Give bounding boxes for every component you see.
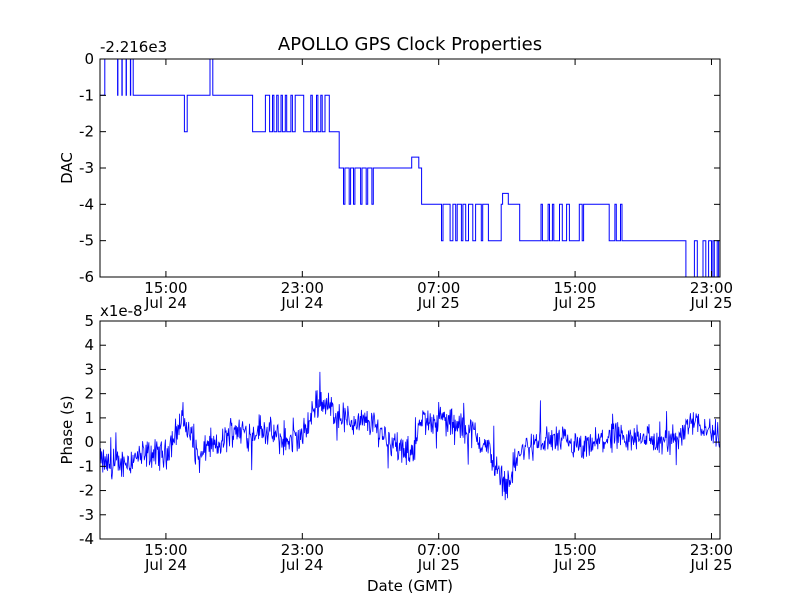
phase-xtick-date: Jul 25 (553, 556, 596, 574)
dac-series-0 (100, 58, 721, 278)
phase-ytick-label: 3 (84, 360, 94, 378)
dac-xtick-time: 15:00 (144, 279, 187, 297)
phase-ytick-label: -4 (79, 530, 94, 548)
phase-xtick-date: Jul 24 (144, 556, 187, 574)
dac-offset-label: -2.216e3 (100, 38, 167, 56)
phase-ytick-label: 1 (84, 409, 94, 427)
phase-ytick-label: -1 (79, 457, 94, 475)
dac-ytick-label: -4 (79, 195, 94, 213)
phase-ytick-label: 5 (84, 312, 94, 330)
dac-ytick-label: 0 (84, 50, 94, 68)
dac-xtick-time: 15:00 (553, 279, 596, 297)
phase-ytick-label: -3 (79, 506, 94, 524)
dac-xtick-time: 07:00 (417, 279, 460, 297)
phase-y-axis-label: Phase (s) (58, 395, 76, 464)
x-axis-label: Date (GMT) (367, 577, 453, 595)
chart-title: APOLLO GPS Clock Properties (278, 34, 542, 55)
dac-ytick-label: -6 (79, 268, 94, 286)
dac-series-line (100, 58, 721, 278)
phase-xtick-time: 07:00 (417, 541, 460, 559)
dac-ytick-label: -1 (79, 86, 94, 104)
phase-ytick-label: -2 (79, 482, 94, 500)
dac-xtick-date: Jul 25 (417, 294, 460, 312)
dac-ytick-label: -2 (79, 123, 94, 141)
phase-xtick-time: 15:00 (553, 541, 596, 559)
dac-xtick-time: 23:00 (281, 279, 324, 297)
dac-xtick-date: Jul 24 (144, 294, 187, 312)
phase-ytick-label: 0 (84, 433, 94, 451)
dac-xtick-date: Jul 24 (280, 294, 323, 312)
dac-y-axis-label: DAC (58, 152, 76, 184)
phase-xtick-time: 23:00 (690, 541, 733, 559)
phase-ytick-label: 4 (84, 336, 94, 354)
phase-offset-label: x1e-8 (100, 302, 143, 320)
dac-ytick-label: -3 (79, 159, 94, 177)
phase-series-line (99, 371, 721, 501)
phase-xtick-time: 23:00 (281, 541, 324, 559)
phase-ytick-label: 2 (84, 385, 94, 403)
phase-xtick-date: Jul 25 (689, 556, 732, 574)
dac-xtick-date: Jul 25 (689, 294, 732, 312)
phase-xtick-time: 15:00 (144, 541, 187, 559)
phase-xtick-date: Jul 24 (280, 556, 323, 574)
dac-xtick-date: Jul 25 (553, 294, 596, 312)
dac-xtick-time: 23:00 (690, 279, 733, 297)
dac-ytick-label: -5 (79, 232, 94, 250)
phase-xtick-date: Jul 25 (417, 556, 460, 574)
phase-series-0 (99, 371, 721, 501)
phase-axes-frame (99, 320, 721, 540)
